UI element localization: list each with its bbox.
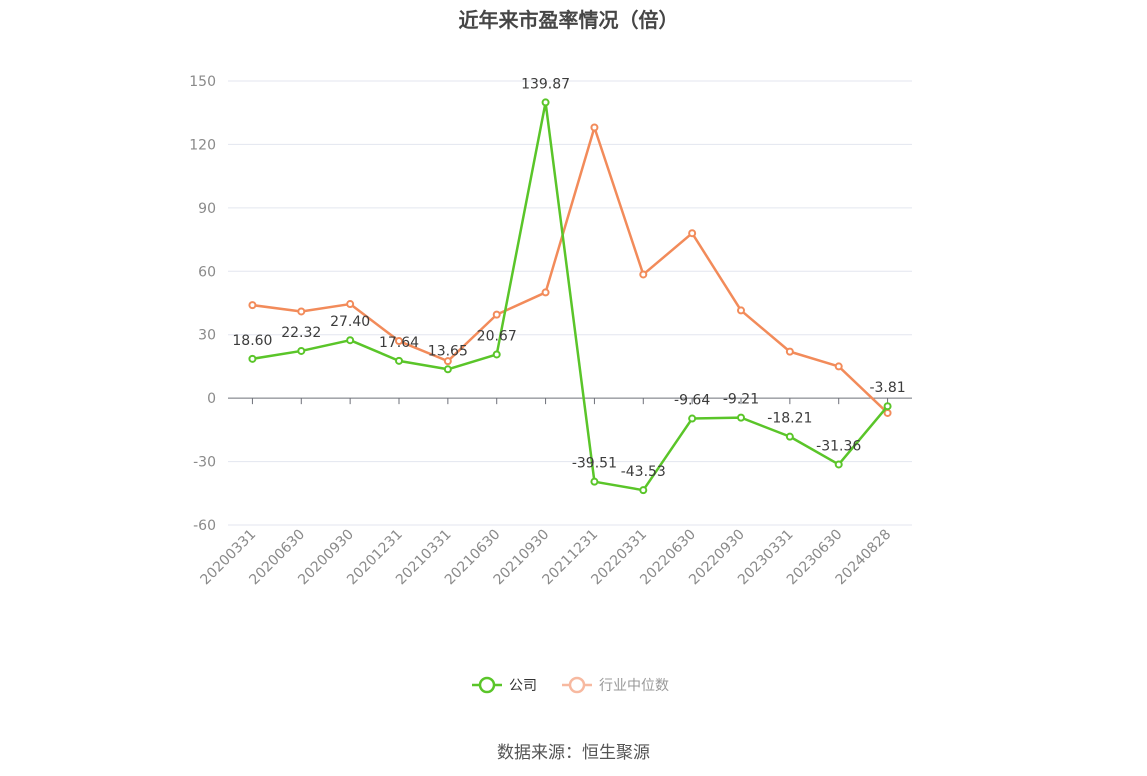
industry-median-series-line xyxy=(252,126,889,414)
company-data-point[interactable] xyxy=(541,98,550,107)
data-label: 17.64 xyxy=(379,335,419,351)
y-tick-label: 30 xyxy=(198,328,216,344)
company-data-point[interactable] xyxy=(834,460,843,469)
data-label: -3.81 xyxy=(869,380,905,396)
industry-median-data-point[interactable] xyxy=(541,288,550,297)
data-label: 20.67 xyxy=(477,328,517,344)
industry-median-data-point[interactable] xyxy=(737,306,745,315)
legend-item-industry-median[interactable]: 行业中位数 xyxy=(562,676,669,694)
industry-median-data-point[interactable] xyxy=(492,310,501,319)
legend-item-company[interactable]: 公司 xyxy=(472,676,537,694)
data-label: -9.64 xyxy=(674,393,710,409)
data-label: -9.21 xyxy=(723,392,759,408)
data-label: 22.32 xyxy=(281,325,321,341)
legend-marker-icon xyxy=(568,676,586,694)
company-data-point[interactable] xyxy=(590,477,599,486)
company-data-point[interactable] xyxy=(639,486,648,495)
industry-median-data-point[interactable] xyxy=(395,337,403,346)
y-tick-label: -30 xyxy=(193,455,216,471)
data-label: 139.87 xyxy=(521,76,570,92)
company-data-point[interactable] xyxy=(883,402,892,411)
industry-median-data-point[interactable] xyxy=(248,301,257,310)
legend-label: 行业中位数 xyxy=(599,678,669,694)
chart-title: 近年来市盈率情况（倍） xyxy=(458,8,679,32)
industry-median-data-point[interactable] xyxy=(688,229,697,238)
industry-median-data-point[interactable] xyxy=(883,408,892,417)
company-series-line xyxy=(252,101,889,492)
legend-label: 公司 xyxy=(509,678,537,694)
data-label: 18.60 xyxy=(232,333,272,349)
company-data-point[interactable] xyxy=(785,432,794,441)
legend[interactable]: 公司 行业中位数 xyxy=(472,676,669,694)
data-label: -43.53 xyxy=(621,464,666,480)
company-data-point[interactable] xyxy=(688,414,697,423)
industry-median-data-point[interactable] xyxy=(443,357,452,366)
industry-median-data-point[interactable] xyxy=(639,270,648,279)
series-lines xyxy=(248,98,892,495)
industry-median-data-point[interactable] xyxy=(834,362,843,371)
industry-median-data-point[interactable] xyxy=(590,123,599,132)
grid-lines xyxy=(228,80,912,526)
company-data-point[interactable] xyxy=(346,336,355,345)
industry-median-data-point[interactable] xyxy=(785,347,794,356)
y-tick-label: 0 xyxy=(207,391,216,407)
y-tick-label: 90 xyxy=(198,201,216,217)
y-tick-label: 150 xyxy=(189,74,216,90)
legend-marker-icon xyxy=(478,676,496,694)
data-label: -31.36 xyxy=(816,438,861,454)
data-label: -18.21 xyxy=(767,411,812,427)
data-labels: 18.60 22.32 27.40 17.64 13.65 20.67 139.87 -39.… xyxy=(232,76,905,480)
y-tick-label: -60 xyxy=(193,518,216,534)
industry-median-data-point[interactable] xyxy=(346,300,355,309)
company-data-point[interactable] xyxy=(297,346,306,355)
company-data-point[interactable] xyxy=(248,354,257,363)
industry-median-data-point[interactable] xyxy=(297,307,306,316)
company-data-point[interactable] xyxy=(443,365,452,374)
source-note: 数据来源：恒生聚源 xyxy=(497,743,650,763)
company-data-point[interactable] xyxy=(737,413,745,422)
y-tick-label: 60 xyxy=(198,264,216,280)
company-data-point[interactable] xyxy=(492,350,501,359)
data-label: -39.51 xyxy=(572,456,617,472)
y-tick-label: 120 xyxy=(189,137,216,153)
company-data-point[interactable] xyxy=(395,356,403,365)
data-label: 27.40 xyxy=(330,314,370,330)
data-label: 13.65 xyxy=(428,343,468,359)
